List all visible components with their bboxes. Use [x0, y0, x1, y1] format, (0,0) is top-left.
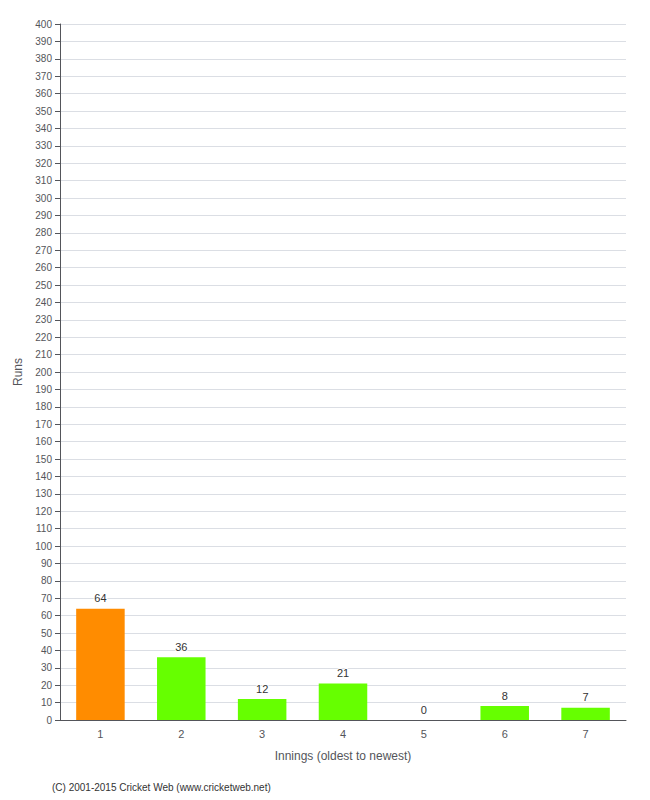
svg-text:200: 200 [35, 367, 52, 378]
svg-text:270: 270 [35, 245, 52, 256]
svg-text:290: 290 [35, 210, 52, 221]
svg-text:220: 220 [35, 332, 52, 343]
svg-text:90: 90 [41, 558, 53, 569]
svg-text:70: 70 [41, 593, 53, 604]
svg-text:260: 260 [35, 262, 52, 273]
svg-text:180: 180 [35, 401, 52, 412]
svg-text:100: 100 [35, 541, 52, 552]
svg-text:110: 110 [36, 523, 52, 534]
svg-text:250: 250 [35, 280, 52, 291]
svg-text:140: 140 [35, 471, 52, 482]
svg-text:5: 5 [421, 728, 427, 740]
svg-text:300: 300 [35, 193, 52, 204]
svg-text:360: 360 [35, 88, 52, 99]
svg-text:21: 21 [337, 667, 349, 679]
svg-text:7: 7 [583, 691, 589, 703]
svg-text:340: 340 [35, 123, 52, 134]
svg-text:3: 3 [259, 728, 265, 740]
svg-text:30: 30 [41, 662, 53, 673]
svg-text:12: 12 [256, 683, 268, 695]
svg-text:64: 64 [94, 592, 106, 604]
svg-text:0: 0 [421, 704, 427, 716]
svg-text:170: 170 [35, 419, 52, 430]
svg-text:120: 120 [35, 506, 52, 517]
svg-text:80: 80 [41, 575, 53, 586]
svg-text:Runs: Runs [11, 358, 25, 386]
svg-text:50: 50 [41, 628, 53, 639]
svg-text:190: 190 [35, 384, 52, 395]
svg-text:7: 7 [583, 728, 589, 740]
svg-text:280: 280 [35, 227, 52, 238]
svg-text:4: 4 [340, 728, 346, 740]
svg-text:320: 320 [35, 158, 52, 169]
svg-text:230: 230 [35, 314, 52, 325]
svg-text:400: 400 [35, 19, 52, 30]
svg-text:36: 36 [175, 641, 187, 653]
svg-text:130: 130 [35, 488, 52, 499]
svg-text:240: 240 [35, 297, 52, 308]
svg-text:(C) 2001-2015 Cricket Web (www: (C) 2001-2015 Cricket Web (www.cricketwe… [52, 782, 271, 793]
svg-text:350: 350 [35, 106, 52, 117]
svg-text:310: 310 [35, 175, 52, 186]
svg-text:330: 330 [35, 140, 52, 151]
svg-text:370: 370 [35, 71, 52, 82]
svg-text:20: 20 [41, 680, 53, 691]
svg-text:6: 6 [502, 728, 508, 740]
svg-text:160: 160 [35, 436, 52, 447]
svg-text:2: 2 [178, 728, 184, 740]
svg-text:10: 10 [41, 697, 53, 708]
svg-text:0: 0 [46, 715, 52, 726]
svg-text:390: 390 [35, 36, 52, 47]
svg-text:40: 40 [41, 645, 53, 656]
svg-text:60: 60 [41, 610, 53, 621]
svg-text:8: 8 [502, 690, 508, 702]
svg-text:1: 1 [97, 728, 103, 740]
svg-text:210: 210 [35, 349, 52, 360]
svg-text:Innings (oldest to newest): Innings (oldest to newest) [275, 749, 412, 763]
svg-text:380: 380 [35, 53, 52, 64]
svg-text:150: 150 [35, 454, 52, 465]
